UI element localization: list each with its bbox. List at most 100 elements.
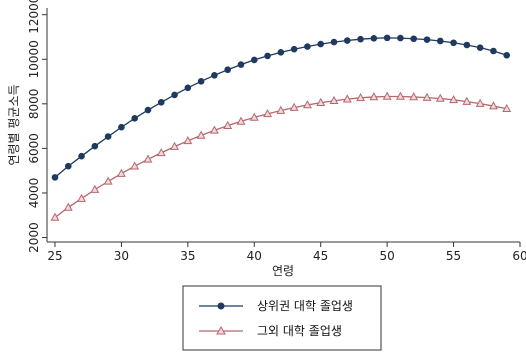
x-tick-label: 55 (446, 249, 461, 263)
data-point (462, 96, 472, 105)
x-tick-label: 30 (114, 249, 129, 263)
data-point (397, 34, 404, 42)
data-point (302, 100, 312, 109)
data-point (250, 56, 258, 64)
data-point (197, 78, 205, 85)
data-point (64, 162, 72, 170)
data-point (171, 91, 178, 99)
data-point (290, 45, 298, 53)
data-point (277, 49, 285, 56)
data-point (144, 106, 152, 114)
data-point (450, 39, 457, 47)
x-tick-label: 50 (379, 249, 394, 263)
data-point (490, 47, 497, 55)
x-tick-label: 35 (180, 249, 195, 263)
data-point (317, 40, 325, 48)
data-point (50, 212, 60, 221)
data-point (118, 123, 125, 131)
data-point (103, 176, 113, 185)
data-point (370, 35, 378, 42)
data-point (395, 91, 405, 100)
legend-circle-marker-icon (217, 302, 225, 310)
y-axis-title: 연령별 평균소득 (7, 84, 21, 165)
data-point (463, 41, 471, 49)
data-point (223, 120, 233, 129)
data-point (475, 98, 485, 107)
data-point (316, 97, 326, 107)
y-tick-label: 4000 (27, 178, 41, 209)
data-point (449, 94, 459, 104)
legend-box (182, 285, 382, 351)
data-point (409, 92, 419, 101)
x-tick-label: 40 (247, 249, 262, 263)
legend-label-other-universities: 그외 대학 졸업생 (257, 324, 342, 338)
data-point (503, 51, 511, 59)
series-line (54, 95, 507, 219)
data-point (502, 103, 512, 113)
data-point (157, 98, 165, 106)
data-point (289, 102, 299, 111)
data-point (91, 142, 99, 150)
y-tick-label: 2000 (27, 222, 41, 253)
data-point (116, 168, 126, 177)
data-point (77, 193, 86, 202)
data-point (423, 36, 431, 43)
legend-triangle-marker-icon (216, 325, 226, 335)
y-tick-label: 10000 (27, 40, 41, 78)
legend-entry-other-universities: 그외 대학 졸업생 (199, 324, 342, 338)
data-point (264, 52, 271, 60)
data-point (131, 115, 138, 122)
data-point (356, 92, 366, 102)
data-point (304, 43, 311, 50)
x-tick-label: 25 (47, 249, 62, 263)
data-point (369, 92, 379, 101)
series-2 (50, 91, 512, 221)
data-point (78, 152, 85, 160)
data-point (476, 44, 484, 51)
plot-frame (46, 8, 520, 243)
y-tick-label: 6000 (27, 133, 41, 164)
data-point (224, 66, 231, 74)
data-point (183, 135, 193, 145)
data-point (211, 72, 218, 79)
data-point (104, 133, 112, 140)
data-point (196, 130, 206, 139)
data-point (435, 93, 445, 102)
y-tick-label: 8000 (27, 89, 41, 120)
data-point (143, 154, 153, 163)
data-point (170, 141, 179, 150)
data-point (51, 174, 59, 181)
data-point (330, 38, 338, 46)
x-tick-label: 60 (512, 249, 526, 263)
data-point (382, 91, 392, 100)
data-point (156, 148, 166, 157)
data-point (130, 161, 140, 170)
data-point (90, 184, 100, 193)
data-point (63, 202, 73, 211)
data-point (343, 37, 351, 44)
x-tick-label: 45 (313, 249, 328, 263)
x-axis-ticks: 25 30 35 40 45 50 55 60 (47, 242, 526, 263)
data-point (263, 109, 272, 118)
data-point (410, 35, 418, 43)
legend-label-top-universities: 상위권 대학 졸업생 (257, 299, 353, 313)
data-point (436, 37, 444, 45)
data-point (383, 34, 391, 42)
data-point (236, 116, 246, 125)
data-point (329, 95, 339, 105)
data-point (357, 35, 364, 43)
legend: 상위권 대학 졸업생 그외 대학 졸업생 (182, 285, 382, 351)
series-1 (51, 34, 511, 181)
data-point (488, 101, 498, 110)
data-point (209, 125, 219, 134)
y-tick-label: 12000 (27, 0, 41, 34)
data-point (237, 61, 245, 68)
data-point (342, 94, 352, 103)
data-point (276, 105, 286, 114)
data-point (422, 92, 432, 101)
y-axis-ticks: 2000 4000 6000 8000 10000 12000 (27, 0, 47, 253)
x-axis-title: 연령 (272, 264, 294, 278)
legend-entry-top-universities: 상위권 대학 졸업생 (199, 299, 353, 313)
series-layer (50, 34, 512, 221)
